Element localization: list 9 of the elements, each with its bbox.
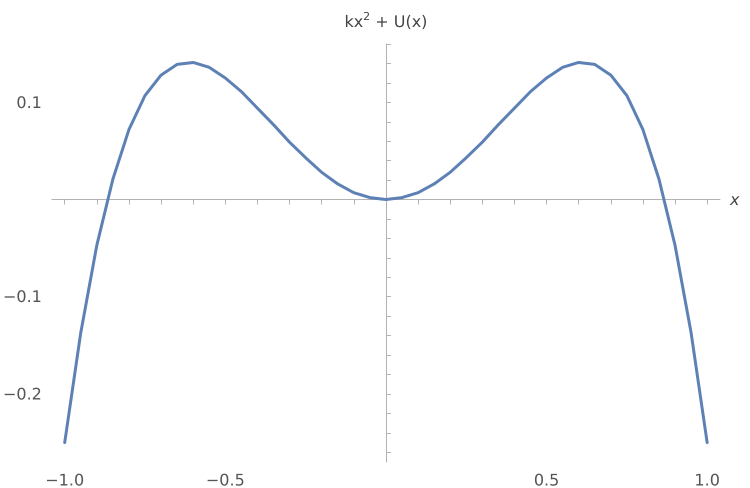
line-series: [63, 60, 709, 444]
y-tick-label: 0.1: [16, 92, 42, 112]
x-tick-label: −0.5: [206, 470, 245, 488]
x-tick-label: 0.5: [534, 470, 560, 488]
y-tick-label: −0.1: [2, 287, 42, 306]
x-axis-title: x: [729, 190, 740, 210]
x-tick-label: 1.0: [694, 470, 720, 488]
y-tick-label: −0.2: [2, 384, 42, 404]
x-tick-label: −1.0: [45, 470, 84, 488]
